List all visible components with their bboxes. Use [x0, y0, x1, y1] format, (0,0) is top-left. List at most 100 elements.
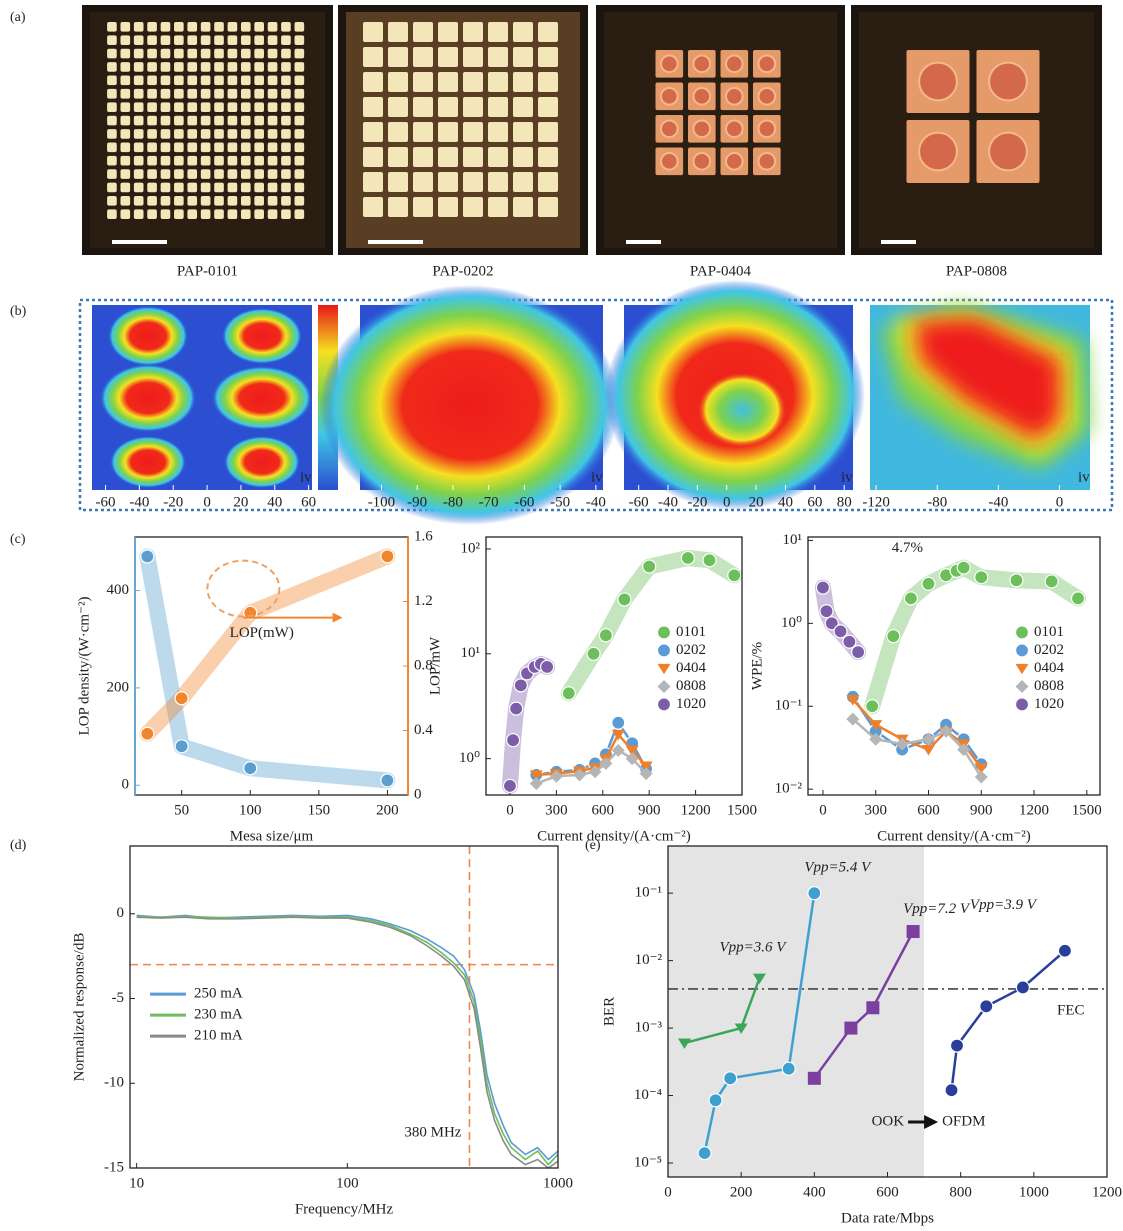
y-axis-label: BER: [601, 997, 617, 1026]
y-tick-label: 0: [117, 905, 125, 921]
mesa: [147, 49, 157, 59]
mesa: [513, 97, 533, 117]
y-axis-label: Normalized response/dB: [71, 933, 87, 1082]
annotation: OFDM: [942, 1113, 985, 1129]
x-tick-label: 300: [864, 802, 887, 818]
mesa: [201, 22, 211, 32]
mesa: [174, 129, 184, 139]
mesa: [120, 35, 130, 45]
mesa: [241, 169, 251, 179]
mesa: [214, 102, 224, 112]
mesa: [120, 196, 130, 206]
legend-label: 0808: [676, 678, 706, 694]
mesa: [538, 72, 558, 92]
x-tick-label: 100: [336, 1175, 359, 1191]
legend-label: 1020: [1034, 696, 1064, 712]
mesa: [281, 102, 291, 112]
x-tick-label: -50: [550, 494, 570, 510]
mesa: [413, 147, 433, 167]
mesa: [241, 89, 251, 99]
marker: [681, 551, 694, 564]
mesa-ring: [759, 121, 776, 138]
x-axis-label: Current density/(A·cm⁻²): [537, 828, 691, 844]
mesa: [174, 156, 184, 166]
mesa: [228, 156, 238, 166]
x-tick-label: 1000: [543, 1175, 573, 1191]
mesa: [254, 196, 264, 206]
mesa: [134, 49, 144, 59]
micrograph: [596, 5, 845, 255]
mesa: [388, 72, 408, 92]
x-tick-label: 0: [723, 494, 731, 510]
legend-label: 0101: [676, 624, 706, 640]
panel-label: (c): [10, 532, 26, 547]
marker: [945, 1084, 958, 1097]
x-tick-label: 1500: [727, 802, 757, 818]
image-caption: PAP-0808: [946, 263, 1007, 279]
mesa: [241, 156, 251, 166]
marker: [1058, 944, 1071, 957]
marker: [907, 925, 920, 938]
mesa: [120, 22, 130, 32]
mesa: [438, 147, 458, 167]
mesa: [295, 102, 305, 112]
y-tick-label: 10⁻¹: [775, 698, 802, 714]
mesa: [107, 76, 117, 86]
mesa: [295, 49, 305, 59]
mesa: [268, 142, 278, 152]
legend-label: 0808: [1034, 678, 1064, 694]
mesa: [107, 142, 117, 152]
mesa: [241, 129, 251, 139]
mesa: [254, 209, 264, 219]
mesa: [268, 49, 278, 59]
mesa-ring: [726, 56, 743, 73]
mesa: [214, 62, 224, 72]
marker: [141, 550, 154, 563]
micrograph: [338, 5, 588, 255]
x-tick-label: 1200: [1092, 1184, 1122, 1200]
mesa: [268, 35, 278, 45]
reference-label: 380 MHz: [404, 1124, 461, 1140]
y-tick-label: 10²: [461, 540, 481, 556]
marker: [381, 774, 394, 787]
mesa: [463, 47, 483, 67]
mesa: [228, 129, 238, 139]
mesa: [147, 209, 157, 219]
y-tick-label: -15: [104, 1159, 124, 1175]
mesa: [174, 62, 184, 72]
x-tick-label: -20: [687, 494, 707, 510]
mesa: [295, 22, 305, 32]
mesa: [174, 102, 184, 112]
mesa: [187, 76, 197, 86]
mesa: [388, 47, 408, 67]
x-tick-label: 0: [203, 494, 211, 510]
mesa: [463, 197, 483, 217]
mesa: [120, 116, 130, 126]
mesa: [538, 97, 558, 117]
annotation-arrowhead: [924, 1115, 938, 1129]
x-tick-label: 200: [730, 1184, 753, 1200]
mesa: [228, 22, 238, 32]
marker: [562, 687, 575, 700]
mesa: [295, 129, 305, 139]
x-tick-label: 900: [638, 802, 661, 818]
mesa: [201, 62, 211, 72]
mesa: [201, 183, 211, 193]
mesa: [214, 49, 224, 59]
image-caption: PAP-0101: [177, 263, 238, 279]
mesa: [363, 122, 383, 142]
page: { "panel_labels": ["(a)", "(b)", "(c)", …: [0, 0, 1123, 1231]
y-axis-label: LOP/mW: [427, 636, 443, 695]
mesa: [161, 142, 171, 152]
x-tick-label: 100: [239, 802, 262, 818]
y-tick-label: 10¹: [783, 532, 803, 548]
scale-bar: [881, 240, 916, 244]
marker: [541, 660, 554, 673]
x-tick-label: -70: [479, 494, 499, 510]
mesa: [268, 116, 278, 126]
mesa: [228, 183, 238, 193]
mesa: [161, 49, 171, 59]
x-tick-label: 10: [129, 1175, 144, 1191]
y-axis-label: WPE/%: [749, 642, 765, 690]
mesa: [488, 122, 508, 142]
